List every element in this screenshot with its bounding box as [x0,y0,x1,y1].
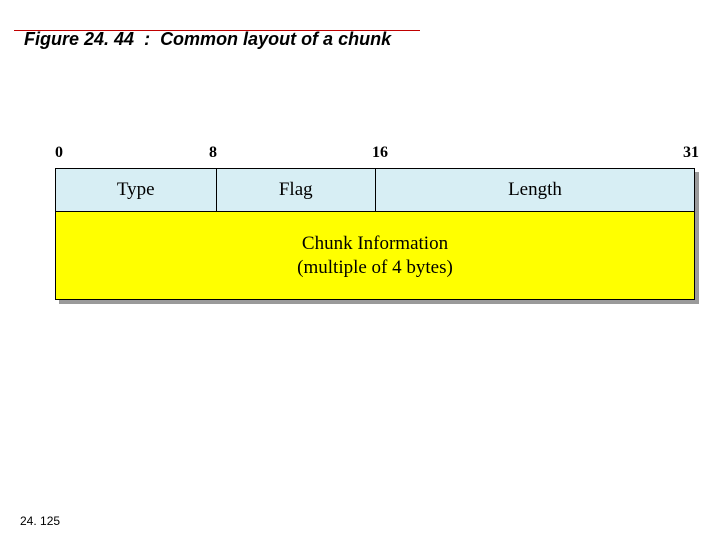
chunk-header-flag: Flag [216,169,376,211]
figure-title-text: Common layout of a chunk [160,29,391,49]
bit-label-0: 0 [55,144,63,162]
bit-label-8: 8 [209,144,217,162]
chunk-header-length: Length [375,169,694,211]
page-number: 24. 125 [20,514,60,528]
chunk-info-line1: Chunk Information [302,233,448,254]
figure-title: Figure 24. 44 : Common layout of a chunk [14,8,391,50]
bit-label-16: 16 [372,144,388,162]
figure-title-prefix: Figure 24. 44 : [24,29,160,49]
figure-title-underline [14,30,420,31]
bit-label-31: 31 [683,144,699,162]
chunk-body-row: Chunk Information (multiple of 4 bytes) [55,212,695,300]
chunk-info-line2: (multiple of 4 bytes) [297,257,453,278]
chunk-info-text: Chunk Information (multiple of 4 bytes) [297,232,453,280]
chunk-header-row: Type Flag Length [55,168,695,212]
chunk-header-type: Type [56,169,216,211]
